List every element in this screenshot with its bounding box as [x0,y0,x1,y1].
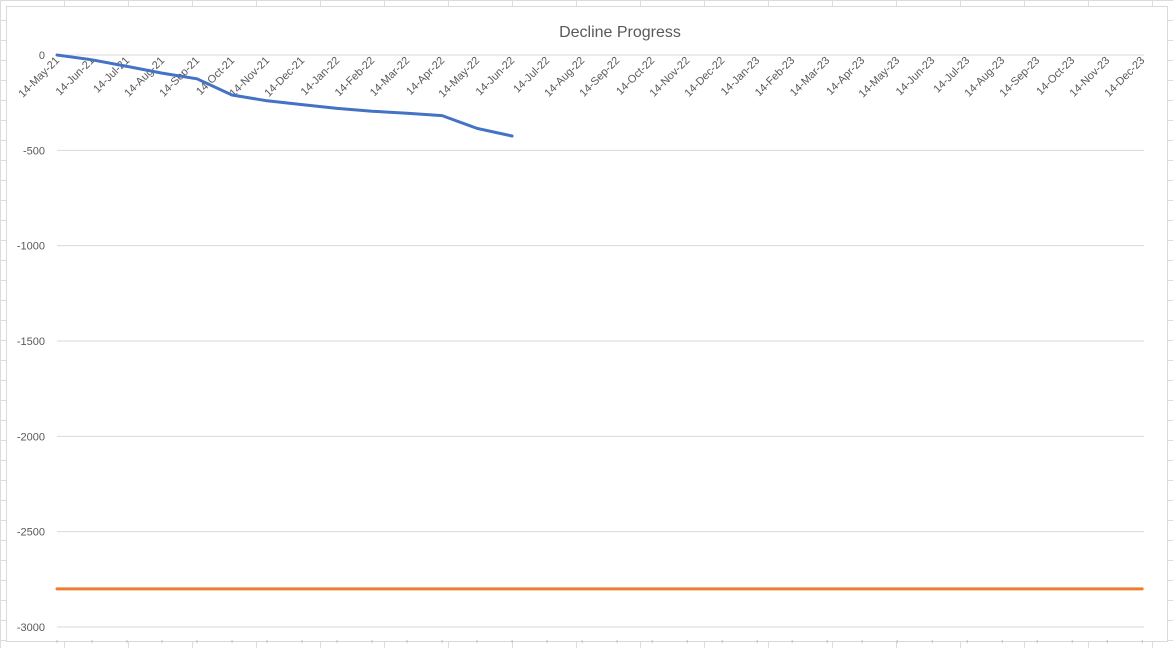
y-tick-label: -2000 [17,431,45,443]
gridlines [57,149,1144,628]
series-lines [55,53,1144,591]
series-line-1 [55,53,514,138]
y-tick-label: -2500 [17,527,45,539]
y-tick-label: -1500 [17,336,45,348]
chart-area[interactable]: Decline Progress 0 -500 -1000 -1500 -2000 -25… [6,6,1168,643]
y-axis-tick-labels: 0 -500 -1000 -1500 -2000 -2500 -3000 [17,50,45,634]
chart-title: Decline Progress [559,24,681,41]
x-axis: 14-May-2114-Jun-2114-Jul-2114-Aug-2114-S… [16,54,1147,643]
line-chart: Decline Progress 0 -500 -1000 -1500 -2000 -25… [16,24,1147,643]
y-tick-label: -500 [23,145,45,157]
y-tick-label: -1000 [17,241,45,253]
y-tick-label: 0 [39,50,45,62]
y-tick-label: -3000 [17,622,45,634]
